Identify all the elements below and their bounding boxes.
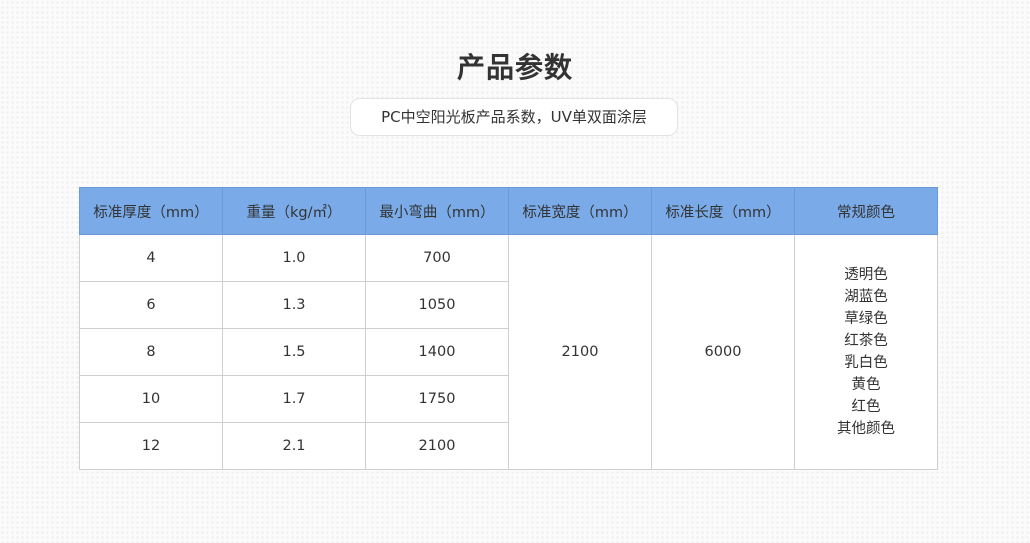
color-item: 红色 <box>851 399 881 415</box>
cell-thickness: 4 <box>79 234 223 282</box>
cell-length: 6000 <box>651 234 795 470</box>
cell-weight: 1.7 <box>222 375 366 423</box>
table-row: 4 1.0 700 2100 6000 透明色 湖蓝色 草绿色 红茶色 乳白色 … <box>79 234 938 470</box>
cell-weight: 1.5 <box>222 328 366 376</box>
header-length: 标准长度（mm） <box>651 187 795 235</box>
color-item: 透明色 <box>844 267 888 283</box>
table-row: 12 2.1 2100 <box>79 422 938 470</box>
table-row: 10 1.7 1750 <box>79 375 938 423</box>
color-item: 湖蓝色 <box>844 289 888 305</box>
page-title: 产品参数 <box>456 51 573 84</box>
color-item: 草绿色 <box>844 311 888 327</box>
header-width: 标准宽度（mm） <box>508 187 652 235</box>
cell-thickness: 12 <box>79 422 223 470</box>
color-item: 黄色 <box>851 377 881 393</box>
cell-thickness: 8 <box>79 328 223 376</box>
cell-min-bend: 1750 <box>365 375 509 423</box>
color-item: 乳白色 <box>844 355 888 371</box>
cell-thickness: 6 <box>79 281 223 329</box>
cell-colors: 透明色 湖蓝色 草绿色 红茶色 乳白色 黄色 红色 其他颜色 <box>794 234 938 470</box>
cell-weight: 1.3 <box>222 281 366 329</box>
table-header-row: 标准厚度（mm） 重量（kg/㎡） 最小弯曲（mm） 标准宽度（mm） 标准长度… <box>79 187 938 235</box>
cell-weight: 2.1 <box>222 422 366 470</box>
color-item: 红茶色 <box>844 333 888 349</box>
cell-min-bend: 700 <box>365 234 509 282</box>
cell-thickness: 10 <box>79 375 223 423</box>
cell-weight: 1.0 <box>222 234 366 282</box>
header-thickness: 标准厚度（mm） <box>79 187 223 235</box>
parameters-table: 标准厚度（mm） 重量（kg/㎡） 最小弯曲（mm） 标准宽度（mm） 标准长度… <box>79 187 938 470</box>
table-row: 6 1.3 1050 <box>79 281 938 329</box>
cell-min-bend: 2100 <box>365 422 509 470</box>
subtitle-badge: PC中空阳光板产品系数，UV单双面涂层 <box>350 98 678 136</box>
header-colors: 常规颜色 <box>794 187 938 235</box>
cell-min-bend: 1400 <box>365 328 509 376</box>
header-min-bend: 最小弯曲（mm） <box>365 187 509 235</box>
table-row: 8 1.5 1400 <box>79 328 938 376</box>
color-item: 其他颜色 <box>837 421 895 437</box>
cell-width: 2100 <box>508 234 652 470</box>
header-weight: 重量（kg/㎡） <box>222 187 366 235</box>
cell-min-bend: 1050 <box>365 281 509 329</box>
